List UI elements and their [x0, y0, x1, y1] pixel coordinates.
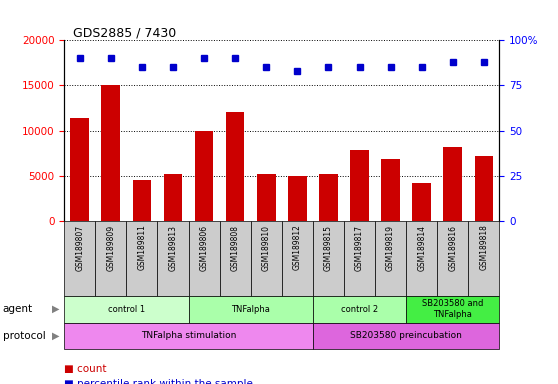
Bar: [133, 180, 151, 221]
Bar: [474, 156, 493, 221]
Bar: [189, 221, 220, 296]
Bar: [313, 221, 344, 296]
Text: GSM189811: GSM189811: [137, 225, 146, 270]
Text: TNFalpha: TNFalpha: [231, 305, 270, 314]
Text: GSM189818: GSM189818: [479, 225, 488, 270]
Bar: [157, 221, 189, 296]
Text: ■ percentile rank within the sample: ■ percentile rank within the sample: [64, 379, 253, 384]
Text: protocol: protocol: [3, 331, 46, 341]
Bar: [95, 221, 126, 296]
Bar: [189, 296, 313, 323]
Bar: [195, 131, 213, 221]
Bar: [220, 221, 251, 296]
Bar: [444, 147, 462, 221]
Text: GSM189809: GSM189809: [107, 225, 116, 271]
Text: GSM189808: GSM189808: [230, 225, 239, 271]
Bar: [406, 296, 499, 323]
Text: TNFalpha stimulation: TNFalpha stimulation: [141, 331, 236, 341]
Bar: [257, 174, 276, 221]
Text: SB203580 preincubation: SB203580 preincubation: [350, 331, 462, 341]
Text: GSM189810: GSM189810: [262, 225, 271, 271]
Bar: [282, 221, 313, 296]
Text: control 2: control 2: [341, 305, 378, 314]
Bar: [64, 296, 189, 323]
Bar: [319, 174, 338, 221]
Text: agent: agent: [3, 304, 33, 314]
Text: ▶: ▶: [52, 331, 60, 341]
Text: GDS2885 / 7430: GDS2885 / 7430: [73, 26, 176, 39]
Bar: [288, 176, 307, 221]
Bar: [70, 118, 89, 221]
Bar: [406, 221, 437, 296]
Text: SB203580 and
TNFalpha: SB203580 and TNFalpha: [422, 299, 483, 319]
Text: GSM189814: GSM189814: [417, 225, 426, 271]
Text: GSM189813: GSM189813: [169, 225, 177, 271]
Bar: [64, 221, 95, 296]
Text: GSM189806: GSM189806: [200, 225, 209, 271]
Text: GSM189817: GSM189817: [355, 225, 364, 271]
Bar: [251, 221, 282, 296]
Bar: [344, 221, 375, 296]
Bar: [64, 323, 313, 349]
Bar: [412, 183, 431, 221]
Bar: [102, 85, 120, 221]
Text: ■ count: ■ count: [64, 364, 107, 374]
Bar: [313, 296, 406, 323]
Text: GSM189812: GSM189812: [293, 225, 302, 270]
Bar: [126, 221, 157, 296]
Bar: [226, 112, 244, 221]
Text: GSM189807: GSM189807: [75, 225, 84, 271]
Bar: [375, 221, 406, 296]
Text: GSM189819: GSM189819: [386, 225, 395, 271]
Bar: [313, 323, 499, 349]
Text: control 1: control 1: [108, 305, 145, 314]
Bar: [468, 221, 499, 296]
Text: ▶: ▶: [52, 304, 60, 314]
Bar: [350, 149, 369, 221]
Bar: [163, 174, 182, 221]
Text: GSM189816: GSM189816: [448, 225, 457, 271]
Bar: [381, 159, 400, 221]
Text: GSM189815: GSM189815: [324, 225, 333, 271]
Bar: [437, 221, 468, 296]
